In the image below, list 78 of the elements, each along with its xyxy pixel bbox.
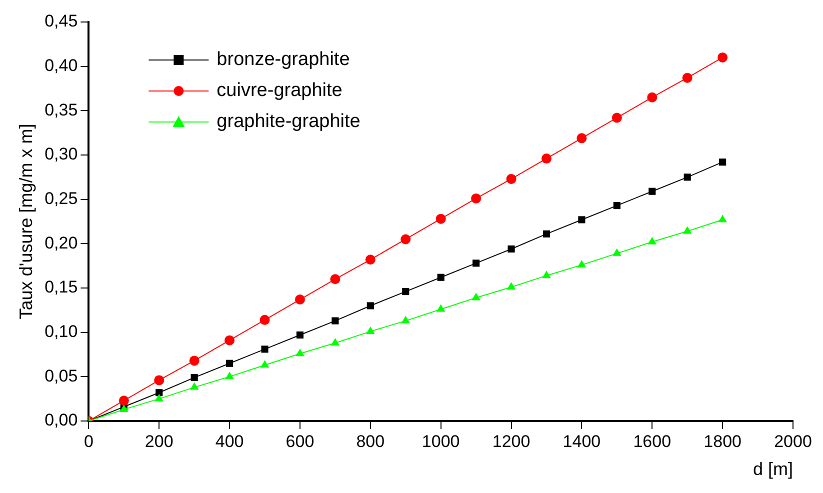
point xyxy=(472,260,480,267)
point xyxy=(261,346,268,353)
point xyxy=(506,174,516,184)
point xyxy=(542,270,551,278)
y-tick-label: 0,35 xyxy=(44,100,78,120)
x-tick-label: 2000 xyxy=(774,432,812,451)
point xyxy=(156,389,163,396)
legend-label: graphite-graphite xyxy=(216,111,360,132)
legend-label: bronze-graphite xyxy=(216,49,350,70)
point xyxy=(189,356,200,366)
x-tick-label: 400 xyxy=(215,432,244,451)
point xyxy=(471,193,482,204)
point xyxy=(718,214,727,222)
point xyxy=(684,174,691,181)
x-tick-label: 800 xyxy=(356,432,385,451)
x-tick-label: 1800 xyxy=(704,432,742,451)
y-tick-label: 0,45 xyxy=(44,12,78,31)
y-tick-label: 0,05 xyxy=(44,366,78,386)
point xyxy=(682,72,692,83)
point xyxy=(506,282,516,290)
point xyxy=(154,394,164,402)
y-tick-label: 0,30 xyxy=(44,144,78,164)
x-tick-label: 1600 xyxy=(633,432,672,451)
point xyxy=(190,374,198,382)
point xyxy=(330,274,340,284)
x-tick-label: 1000 xyxy=(422,432,460,451)
point xyxy=(541,154,552,164)
point xyxy=(718,52,728,62)
point xyxy=(365,254,376,265)
point xyxy=(296,348,304,356)
y-tick-label: 0,20 xyxy=(44,233,78,252)
y-tick-label: 0,15 xyxy=(44,278,78,297)
point xyxy=(576,133,587,144)
point xyxy=(260,314,270,325)
point xyxy=(719,158,726,166)
point xyxy=(294,294,305,305)
point xyxy=(226,360,234,367)
point xyxy=(612,112,622,123)
point xyxy=(577,260,586,268)
x-tick-label: 1400 xyxy=(562,432,601,451)
x-tick-label: 200 xyxy=(144,432,174,451)
point xyxy=(260,360,270,368)
y-tick-label: 0,40 xyxy=(44,56,78,76)
point xyxy=(436,304,446,312)
point xyxy=(472,292,480,300)
point xyxy=(613,202,620,210)
point xyxy=(401,316,410,324)
y-tick-label: 0,25 xyxy=(44,189,78,208)
point xyxy=(154,375,164,386)
point xyxy=(400,234,411,244)
point xyxy=(366,302,374,310)
y-tick-label: 0,00 xyxy=(44,410,78,430)
point xyxy=(332,317,339,324)
point xyxy=(683,226,692,234)
x-axis-title: d [m] xyxy=(752,459,793,480)
point xyxy=(224,335,235,346)
point xyxy=(648,188,656,195)
point xyxy=(366,326,375,334)
point xyxy=(648,236,656,244)
point xyxy=(578,216,586,224)
x-tick-label: 0 xyxy=(84,432,94,451)
point xyxy=(647,92,658,102)
point xyxy=(225,372,234,380)
legend-label: cuivre-graphite xyxy=(216,80,342,102)
y-axis-title: Taux d'usure [mg/m x m] xyxy=(16,124,36,320)
point xyxy=(296,331,304,339)
point xyxy=(402,288,410,296)
point xyxy=(330,338,340,346)
point xyxy=(542,230,550,238)
point xyxy=(436,214,446,224)
point xyxy=(437,274,444,281)
point xyxy=(190,382,199,390)
x-tick-label: 600 xyxy=(286,432,314,451)
point xyxy=(508,245,515,253)
y-tick-label: 0,10 xyxy=(44,322,78,342)
point xyxy=(118,396,129,406)
x-tick-label: 1200 xyxy=(492,432,530,451)
point xyxy=(612,248,622,256)
